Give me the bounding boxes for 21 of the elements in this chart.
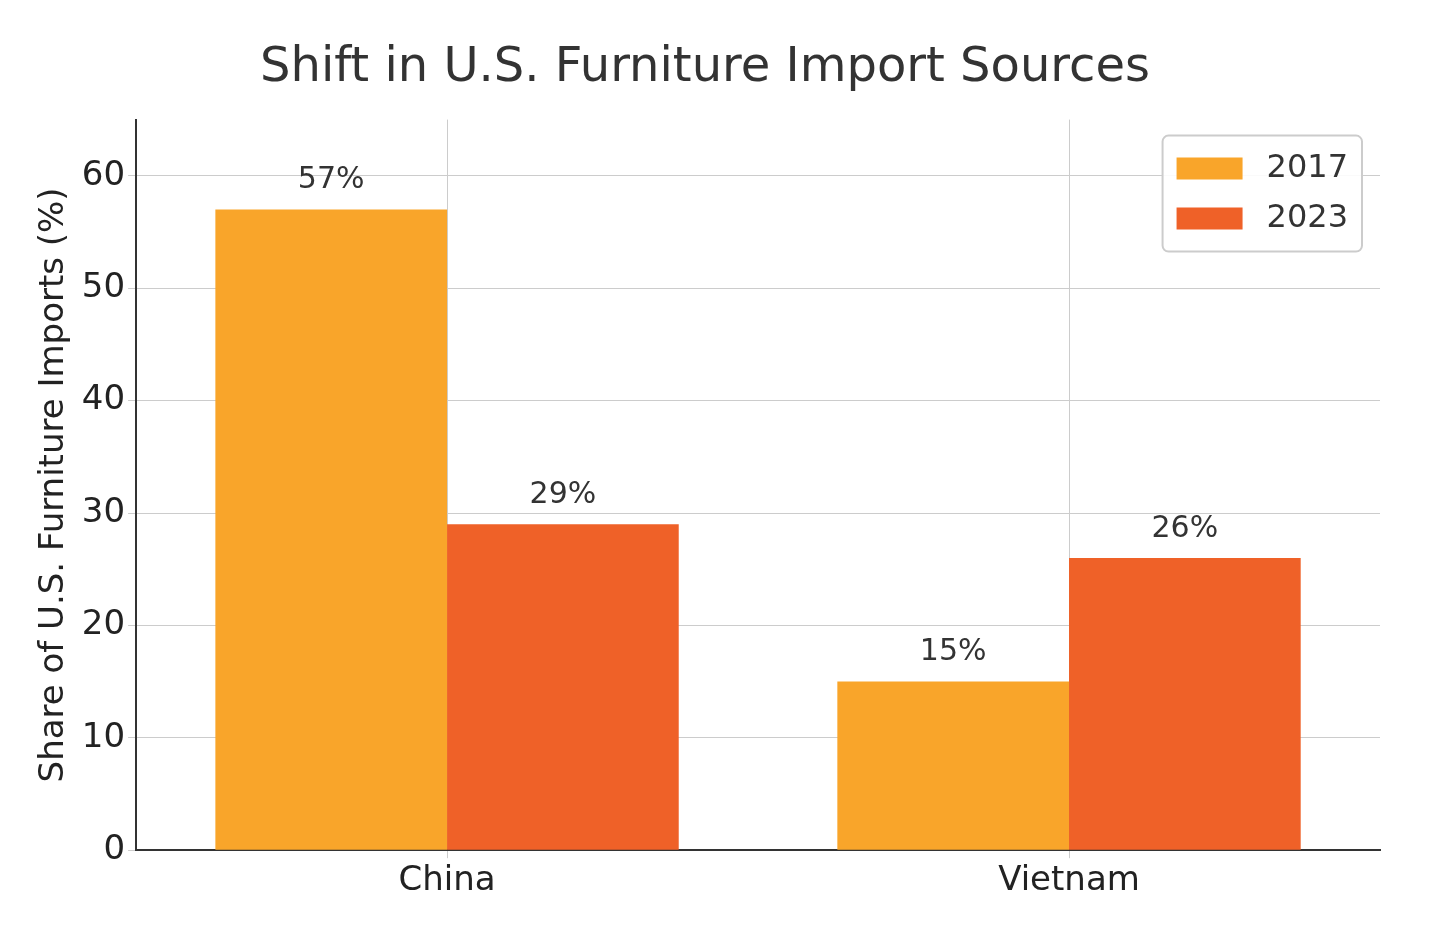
y-tick-label: 50 bbox=[81, 265, 126, 306]
data-label: 26% bbox=[1151, 508, 1219, 544]
y-tick-label: 40 bbox=[81, 377, 126, 418]
legend-label: 2017 bbox=[1266, 146, 1348, 185]
y-tick-label: 30 bbox=[81, 489, 126, 530]
chart-title: Shift in U.S. Furniture Import Sources bbox=[260, 36, 1150, 93]
bar bbox=[215, 209, 448, 850]
x-tick-label: China bbox=[398, 858, 496, 899]
y-tick-label: 10 bbox=[81, 714, 126, 755]
bar bbox=[837, 681, 1070, 850]
data-label: 57% bbox=[297, 160, 365, 196]
y-axis-title: Share of U.S. Furniture Imports (%) bbox=[31, 187, 72, 783]
bar bbox=[447, 524, 679, 850]
y-tick-label: 0 bbox=[103, 827, 126, 868]
y-tick-label: 20 bbox=[81, 602, 126, 643]
data-label: 15% bbox=[919, 632, 987, 668]
bar bbox=[1069, 557, 1301, 850]
y-tick-label: 60 bbox=[81, 152, 126, 193]
x-tick-label: Vietnam bbox=[998, 858, 1140, 899]
data-label: 29% bbox=[529, 475, 597, 511]
legend-label: 2023 bbox=[1266, 196, 1348, 235]
